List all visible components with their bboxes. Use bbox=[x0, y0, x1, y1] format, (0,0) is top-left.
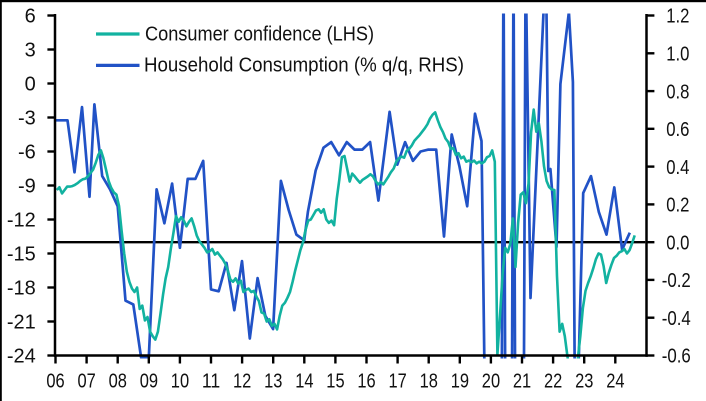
svg-text:0.0: 0.0 bbox=[666, 232, 689, 254]
svg-text:Consumer confidence (LHS): Consumer confidence (LHS) bbox=[145, 23, 374, 45]
svg-text:21: 21 bbox=[513, 370, 531, 392]
svg-text:14: 14 bbox=[295, 370, 313, 392]
svg-text:0.2: 0.2 bbox=[666, 195, 689, 217]
svg-text:-0.6: -0.6 bbox=[662, 346, 691, 368]
svg-text:08: 08 bbox=[109, 370, 127, 392]
svg-text:15: 15 bbox=[326, 370, 344, 392]
svg-text:-0.2: -0.2 bbox=[662, 270, 691, 292]
svg-text:Household Consumption (% q/q,: Household Consumption (% q/q, RHS) bbox=[144, 55, 464, 77]
svg-text:-0.4: -0.4 bbox=[662, 308, 691, 330]
svg-text:06: 06 bbox=[46, 370, 64, 392]
svg-text:10: 10 bbox=[171, 370, 189, 392]
svg-text:1.2: 1.2 bbox=[666, 6, 689, 28]
svg-text:17: 17 bbox=[389, 370, 407, 392]
svg-text:-3: -3 bbox=[18, 108, 36, 130]
svg-text:24: 24 bbox=[606, 370, 624, 392]
svg-text:6: 6 bbox=[25, 6, 36, 28]
svg-text:22: 22 bbox=[544, 370, 562, 392]
svg-text:18: 18 bbox=[420, 370, 438, 392]
svg-text:0.8: 0.8 bbox=[666, 81, 689, 103]
svg-text:09: 09 bbox=[140, 370, 158, 392]
svg-text:0: 0 bbox=[25, 74, 36, 96]
svg-text:13: 13 bbox=[264, 370, 282, 392]
svg-text:23: 23 bbox=[575, 370, 593, 392]
svg-text:12: 12 bbox=[233, 370, 251, 392]
svg-text:16: 16 bbox=[357, 370, 375, 392]
svg-text:20: 20 bbox=[482, 370, 500, 392]
svg-text:-9: -9 bbox=[18, 176, 36, 198]
svg-text:11: 11 bbox=[202, 370, 220, 392]
svg-text:-15: -15 bbox=[7, 244, 36, 266]
svg-text:1.0: 1.0 bbox=[666, 44, 689, 66]
svg-text:0.6: 0.6 bbox=[666, 119, 689, 141]
svg-text:-21: -21 bbox=[7, 312, 36, 334]
svg-text:07: 07 bbox=[78, 370, 96, 392]
svg-text:0.4: 0.4 bbox=[666, 157, 689, 179]
svg-text:-24: -24 bbox=[7, 346, 36, 368]
svg-text:-12: -12 bbox=[7, 210, 36, 232]
svg-text:3: 3 bbox=[25, 40, 36, 62]
svg-text:19: 19 bbox=[451, 370, 469, 392]
svg-text:-18: -18 bbox=[7, 278, 36, 300]
svg-text:-6: -6 bbox=[18, 142, 36, 164]
